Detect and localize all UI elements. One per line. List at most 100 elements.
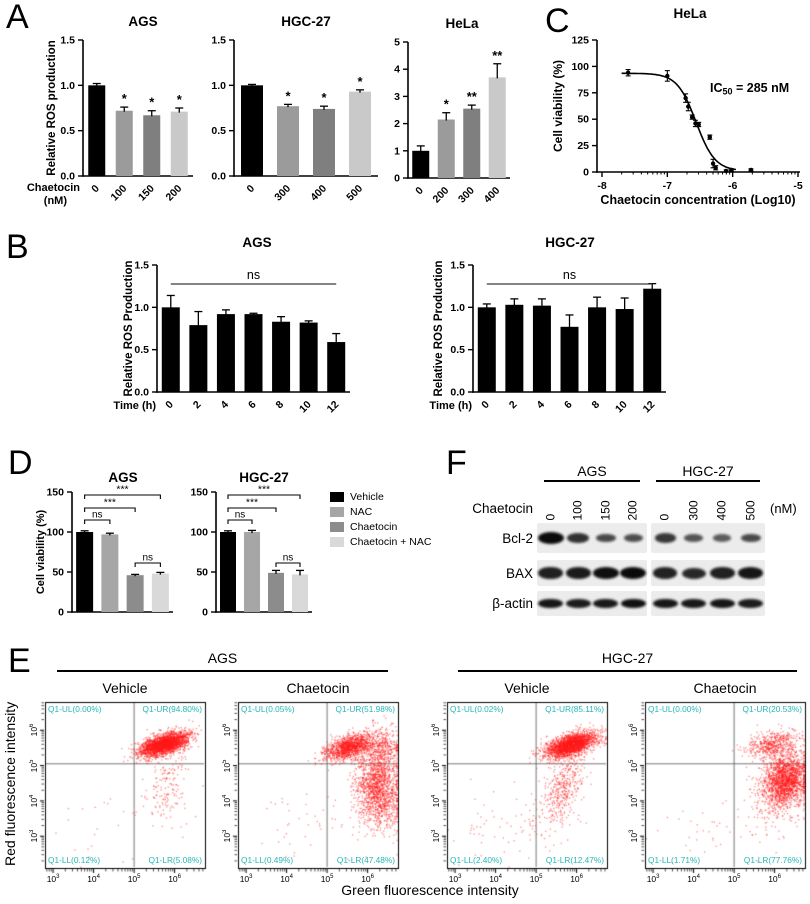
- flow-condition-vehicle-ags: Vehicle: [102, 680, 148, 696]
- y-tick-label: 150: [190, 487, 208, 499]
- y-tick-label: 1.0: [60, 80, 75, 92]
- chart-title: AGS: [242, 235, 271, 250]
- blot-group-underline-ags: [544, 480, 640, 482]
- x-tick-label: 8: [274, 399, 287, 412]
- x-tick-label: 200: [430, 185, 451, 206]
- legend-swatch: [330, 506, 344, 517]
- x-tick-label: -5: [793, 180, 802, 192]
- y-tick-label: 150: [46, 487, 64, 499]
- x-tick-label: 200: [163, 183, 184, 204]
- bar: [143, 115, 161, 176]
- bar-chart-ros-ags: 0.0 0.5 1.0 1.5 0 * 100 * 150 * 200 AGS Relative ROS…: [27, 14, 193, 207]
- blot-dose-label: 300: [686, 500, 701, 521]
- bar: [277, 106, 299, 176]
- x-tick-label: -7: [663, 180, 672, 192]
- legend-swatch: [330, 521, 344, 532]
- significance: *: [285, 88, 291, 103]
- x-tick-label: 104: [280, 874, 293, 884]
- bracket: [84, 519, 111, 524]
- y-tick-label: 0.5: [134, 344, 149, 356]
- quadrant-label-ul: Q1-UL(0.05%): [241, 704, 295, 714]
- flow-condition-vehicle-hgc27: Vehicle: [504, 680, 550, 696]
- y-tick-label: 0.0: [134, 387, 149, 399]
- bar-chart-ros-hela: 0 1 2 3 4 5 0 * 200 ** 300 ** 400 HeLa: [394, 16, 510, 206]
- legend-label: Chaetocin + NAC: [350, 535, 432, 548]
- x-axis-label: Time (h): [113, 400, 156, 412]
- bar: [643, 288, 662, 392]
- data-point: [729, 167, 734, 173]
- y-tick-label: 1.0: [134, 302, 149, 314]
- x-tick-label: 400: [308, 183, 329, 204]
- y-axis-label: Relative ROS Production: [123, 260, 135, 396]
- y-tick-label: 0: [394, 173, 400, 185]
- y-axis-label: Cell viability (%): [35, 509, 47, 594]
- bracket-label: ns: [235, 510, 246, 521]
- flow-scatter-canvas: [226, 696, 410, 892]
- significance: *: [357, 74, 363, 89]
- y-axis-label: Relative ROS Production: [433, 260, 445, 396]
- blot-band: [623, 533, 643, 543]
- x-tick-label: 105: [127, 874, 141, 884]
- y-tick-label: 0.0: [60, 171, 75, 183]
- y-tick-label: 106: [29, 723, 39, 737]
- y-tick-label: 0: [202, 607, 208, 619]
- quadrant-label-ll: Q1-LL(2.40%): [450, 855, 503, 865]
- blot-band: [709, 567, 735, 579]
- x-tick-label: 150: [136, 183, 157, 204]
- y-tick-label: 105: [629, 759, 639, 772]
- blot-band: [567, 533, 590, 543]
- bracket-label: ns: [142, 553, 153, 564]
- ic50-annotation: IC50 = 285 nM: [710, 81, 789, 97]
- bracket: [227, 519, 253, 524]
- y-tick-label: 104: [29, 794, 39, 808]
- blot-protein-label: BAX: [505, 566, 533, 581]
- x-tick-label: 104: [87, 874, 100, 884]
- quadrant-label-ll: Q1-LL(1.71%): [648, 855, 701, 865]
- x-tick-label: 0: [89, 183, 102, 196]
- bar: [189, 325, 208, 392]
- x-tick-label: 8: [590, 399, 603, 412]
- bar: [241, 85, 263, 176]
- blot-dose-label: 150: [598, 500, 613, 521]
- x-tick-label: -8: [597, 180, 606, 192]
- y-tick-label: 25: [577, 140, 589, 152]
- blot-band: [565, 598, 591, 609]
- y-tick-label: 0: [583, 167, 589, 179]
- chart-title: AGS: [128, 14, 157, 29]
- bar: [115, 110, 133, 176]
- blot-band: [652, 598, 678, 609]
- blot-band: [620, 567, 647, 579]
- blot-dose-label: 200: [625, 500, 640, 521]
- x-tick-label: 4: [534, 399, 547, 412]
- quadrant-label-ul: Q1-UL(0.02%): [450, 704, 504, 714]
- chart-title: HeLa: [445, 16, 479, 31]
- bar: [101, 534, 119, 612]
- data-point: [723, 168, 729, 174]
- bar: [244, 532, 260, 612]
- data-point: [689, 114, 695, 120]
- bar: [161, 307, 180, 392]
- bracket: [84, 494, 161, 499]
- bar-chart-time-hgc27: 0.0 0.5 1.0 1.5 0 2 4 6 8 10 12 HGC-27 Relative ROS …: [429, 235, 666, 416]
- y-tick-label: 3: [394, 91, 400, 103]
- blot-band: [654, 533, 676, 543]
- x-tick-label: 10: [613, 399, 630, 416]
- bar: [327, 342, 346, 392]
- bar: [505, 304, 524, 392]
- y-tick-label: 104: [222, 794, 232, 808]
- bar: [76, 532, 94, 612]
- blot-dose-label: 0: [657, 513, 672, 521]
- y-tick-label: 105: [29, 759, 39, 772]
- blot-band: [537, 532, 564, 544]
- y-tick-label: 100: [571, 61, 589, 73]
- x-tick-label: 2: [191, 399, 204, 412]
- x-tick-label: 103: [646, 874, 660, 884]
- y-axis-label: Relative ROS production: [46, 40, 58, 175]
- x-tick-label: 12: [641, 399, 658, 416]
- bar: [532, 305, 551, 392]
- data-point: [665, 73, 670, 79]
- legend-swatch: [330, 491, 344, 502]
- y-tick-label: 105: [222, 759, 232, 772]
- flow-condition-chaetocin-ags: Chaetocin: [286, 680, 350, 696]
- y-tick-label: 0.5: [60, 125, 75, 137]
